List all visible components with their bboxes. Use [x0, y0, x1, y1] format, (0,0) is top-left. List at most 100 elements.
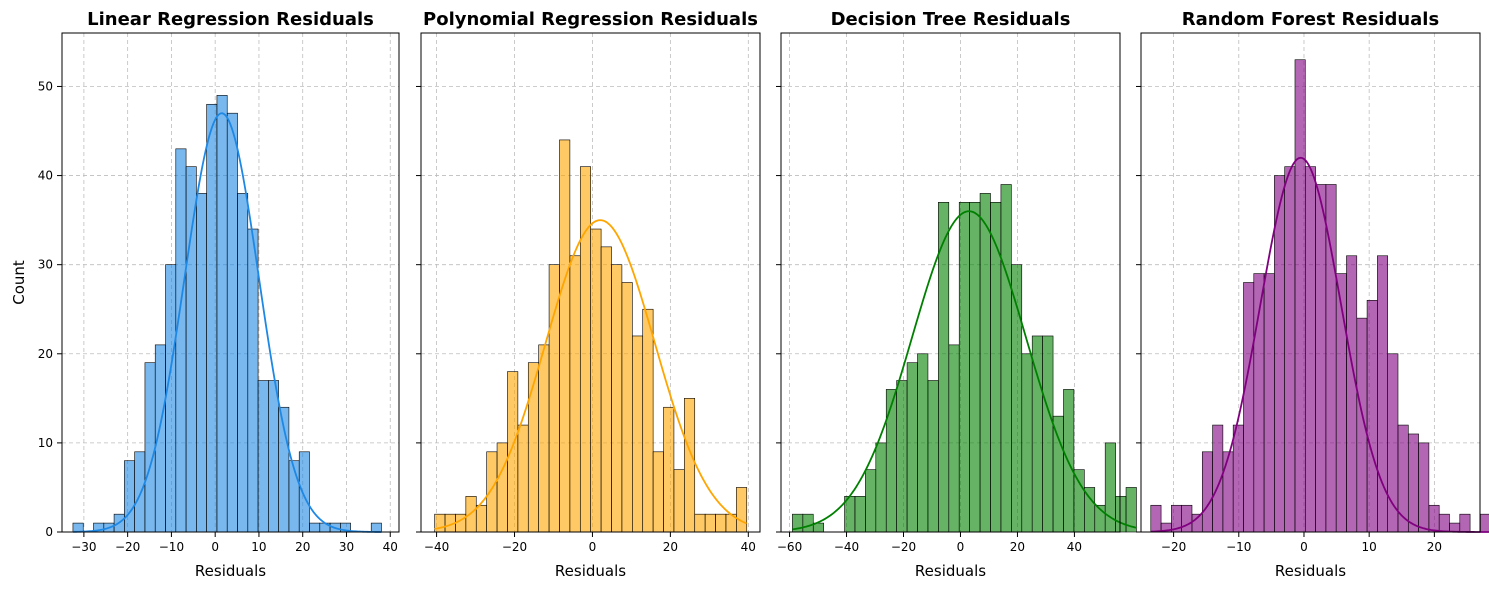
histogram-bar	[455, 513, 467, 533]
histogram-bar	[979, 193, 991, 533]
histogram-bar	[642, 308, 654, 533]
histogram-bar	[673, 469, 685, 533]
histogram-bar	[237, 193, 249, 533]
x-tick-label: −20	[1161, 540, 1186, 554]
histogram-bar	[1366, 300, 1378, 533]
histogram-bar	[1150, 504, 1162, 533]
kde-curve	[1150, 156, 1489, 533]
chart-title: Linear Regression Residuals	[87, 9, 374, 30]
histogram-bar	[704, 513, 716, 533]
x-tick-label: −10	[159, 540, 184, 554]
x-tick-label: 0	[589, 540, 597, 554]
histogram-bar	[268, 380, 279, 533]
x-tick-label: 40	[741, 540, 756, 554]
histogram-bar	[1021, 353, 1033, 533]
histogram-bar	[538, 344, 550, 533]
histogram-bar	[600, 246, 612, 533]
x-tick-label: −20	[891, 540, 916, 554]
x-tick-label: −30	[71, 540, 96, 554]
histogram-panel-3: −60 −40 −20 0 20 40 Decision Tree Residuals Res…	[776, 9, 1137, 580]
histogram-bar	[175, 148, 187, 533]
histogram-bar	[1325, 184, 1337, 533]
x-axis-label: Residuals	[915, 562, 986, 580]
histogram-bar	[124, 460, 135, 533]
histogram-bar	[1052, 415, 1064, 533]
histogram-bar	[1042, 335, 1054, 533]
histogram-bar	[309, 522, 321, 533]
x-tick-label: −20	[502, 540, 527, 554]
histogram-bar	[216, 95, 228, 533]
histogram-bar	[906, 362, 918, 533]
kde-curve	[434, 219, 748, 530]
chart-title: Polynomial Regression Residuals	[423, 9, 758, 30]
histogram-bar	[1335, 273, 1347, 533]
histogram-bar	[370, 522, 382, 533]
histogram-bar	[1222, 451, 1234, 533]
histogram-bar	[917, 353, 929, 533]
y-axis-label: Count	[10, 260, 28, 305]
histogram-bar	[475, 504, 487, 533]
histogram-bar	[590, 228, 602, 533]
y-tick-label: 30	[38, 258, 53, 272]
histogram-bar	[196, 193, 207, 533]
x-tick-label: 20	[663, 540, 678, 554]
kde-curve	[792, 210, 1137, 531]
x-tick-label: 0	[211, 540, 219, 554]
histogram-bar	[611, 264, 623, 533]
histogram-panel-1: −30 −20 −10 0 10 20 30 40 0 10 20 30 40 50 Linear Regr…	[10, 9, 400, 580]
histogram-bar	[1073, 469, 1085, 533]
histogram-bar	[569, 255, 581, 533]
histogram-bar	[507, 371, 519, 533]
histogram-bar	[969, 202, 981, 533]
histogram-bar	[896, 380, 908, 533]
histogram-bar	[298, 451, 310, 533]
histogram-bar	[1438, 513, 1450, 533]
histogram-bar	[579, 166, 591, 533]
histogram-bar	[927, 380, 939, 533]
histogram-bar	[1346, 255, 1358, 533]
histogram-bar	[663, 406, 675, 533]
histogram-bar	[1407, 433, 1419, 533]
kde-curve	[72, 112, 382, 533]
x-axis-label: Residuals	[555, 562, 626, 580]
histogram-bar	[1294, 59, 1306, 533]
histogram-bar	[948, 344, 960, 533]
x-tick-label: 40	[383, 540, 398, 554]
histogram-bar	[1263, 273, 1275, 533]
x-tick-label: −10	[1226, 540, 1251, 554]
axes-frame	[61, 32, 400, 533]
x-tick-label: 0	[957, 540, 965, 554]
histogram-bar	[1243, 282, 1255, 533]
histogram-bar	[165, 264, 177, 533]
histogram-bar	[517, 424, 529, 533]
histogram-bar	[144, 362, 156, 533]
histogram-bar	[885, 389, 897, 533]
histogram-bar	[226, 112, 238, 533]
histogram-bar	[72, 522, 84, 533]
histogram-bar	[548, 264, 560, 533]
y-tick-label: 0	[45, 525, 53, 539]
histogram-bar	[1274, 175, 1285, 533]
histogram-bar	[1201, 451, 1213, 533]
histogram-bar	[1125, 487, 1137, 533]
histogram-bar	[652, 451, 664, 533]
histogram-bar	[559, 139, 571, 533]
axes-frame	[780, 32, 1121, 533]
x-tick-label: 20	[1427, 540, 1442, 554]
histogram-bar	[1232, 424, 1244, 533]
x-tick-label: 20	[295, 540, 310, 554]
x-tick-label: 10	[251, 540, 266, 554]
y-tick-label: 50	[38, 79, 53, 93]
histogram-bar	[1428, 504, 1440, 533]
histogram-bar	[1181, 504, 1193, 533]
histogram-bar	[1480, 513, 1489, 533]
histogram-bar	[1284, 166, 1296, 533]
histogram-bar	[527, 362, 539, 533]
histogram-bar	[958, 202, 970, 533]
histogram-panel-2: −40 −20 0 20 40 Polynomial Regression Residua…	[416, 9, 761, 580]
histogram-bar	[736, 487, 748, 533]
histogram-bar	[694, 513, 706, 533]
x-tick-label: −60	[777, 540, 802, 554]
histogram-bar	[257, 380, 269, 533]
